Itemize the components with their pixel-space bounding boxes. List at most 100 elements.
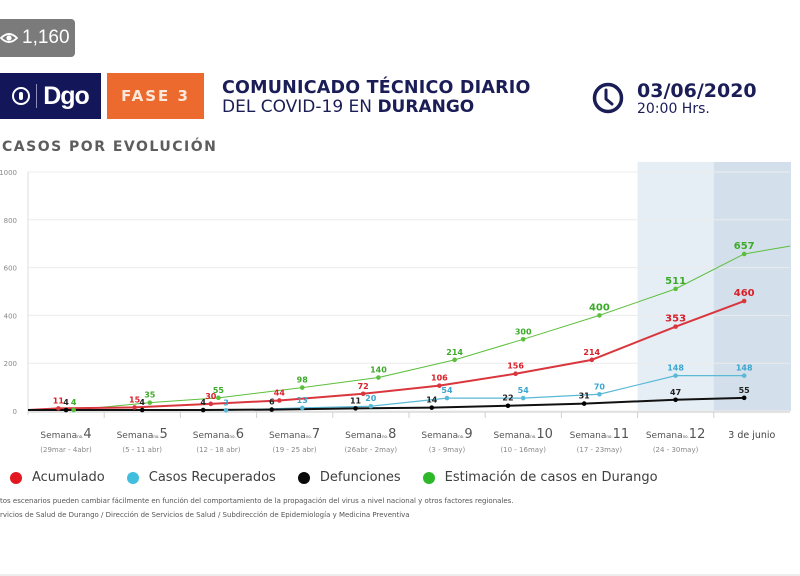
data-point	[299, 385, 305, 390]
data-point	[71, 407, 76, 413]
data-point	[353, 406, 358, 411]
series-line	[27, 375, 745, 411]
legend-swatch-estimacion	[422, 471, 435, 484]
data-label: 353	[665, 314, 686, 325]
data-point	[360, 391, 366, 397]
data-point	[429, 405, 435, 410]
series-line	[27, 300, 745, 411]
x-tick-sublabel: (17 - 23may)	[577, 446, 623, 454]
legend-label: Estimación de casos en Durango	[444, 470, 658, 485]
data-label: 214	[583, 348, 600, 357]
data-label: 460	[734, 288, 755, 299]
data-label: 22	[502, 394, 513, 403]
data-label: 4	[63, 398, 69, 407]
data-label: 31	[579, 392, 591, 401]
data-point	[299, 405, 305, 411]
data-point	[589, 357, 595, 363]
data-point	[505, 403, 511, 409]
durango-logo: Dgo	[0, 73, 101, 119]
y-tick-label: 200	[4, 360, 17, 368]
data-label: 14	[426, 396, 438, 405]
x-tick-sublabel: (10 - 16may)	[500, 446, 546, 454]
seal-icon	[12, 87, 31, 105]
data-point	[208, 401, 214, 407]
data-label: 54	[441, 386, 453, 395]
data-label: 140	[370, 366, 387, 375]
legend-swatch-defunciones	[297, 471, 310, 484]
report-time: 20:00 Hrs.	[637, 101, 710, 117]
x-tick-sublabel: (12 - 18 abr)	[196, 446, 240, 454]
data-point	[597, 313, 602, 318]
data-point	[741, 298, 747, 304]
x-tick-sublabel: (26abr - 2may)	[344, 446, 397, 454]
data-point	[269, 407, 275, 412]
data-label: 400	[589, 302, 610, 313]
x-tick-label: Semanano.8	[345, 427, 396, 442]
views-count: 1,160	[22, 27, 70, 48]
data-label: 156	[507, 362, 524, 371]
data-point	[741, 373, 747, 378]
data-point	[520, 337, 526, 342]
legend-item-defunciones: Defunciones	[297, 470, 401, 485]
legend-item-estimacion: Estimación de casos en Durango	[422, 470, 658, 485]
views-badge: 1,160	[0, 19, 75, 57]
y-tick-label: 1000	[0, 169, 17, 177]
data-label: 47	[670, 388, 681, 397]
y-tick-label: 800	[4, 217, 17, 225]
subtitle-state: DURANGO	[377, 97, 475, 117]
data-label: 11	[350, 396, 362, 405]
data-point	[513, 371, 518, 377]
data-label: 15	[129, 395, 141, 404]
x-tick-label: Semanano.7	[269, 427, 320, 442]
report-subtitle: DEL COVID-19 EN DURANGO	[222, 97, 474, 117]
x-tick-sublabel: (29mar - 4abr)	[40, 446, 92, 454]
report-title: COMUNICADO TÉCNICO DIARIO	[222, 78, 531, 98]
data-label: 148	[736, 364, 753, 373]
x-tick-label: Semanano.9	[421, 427, 472, 442]
data-label: 511	[665, 276, 686, 287]
x-tick-label: Semanano.6	[193, 427, 244, 442]
data-label: 148	[667, 364, 684, 373]
subtitle-prefix: DEL COVID-19 EN	[222, 97, 378, 117]
data-point	[56, 406, 61, 411]
data-point	[597, 391, 602, 397]
highlight-band	[637, 162, 715, 411]
legend-label: Acumulado	[32, 470, 105, 485]
data-label: 4	[71, 398, 77, 407]
x-tick-label: Semanano.12	[646, 427, 706, 442]
data-point	[147, 400, 153, 405]
data-point	[673, 373, 678, 378]
x-tick-label: Semanano.4	[40, 427, 91, 442]
data-label: 11	[53, 396, 65, 405]
legend-swatch-recuperados	[126, 471, 139, 484]
legend-item-acumulado: Acumulado	[10, 470, 105, 485]
data-point	[673, 286, 678, 292]
data-point	[376, 375, 381, 380]
section-title: CASOS POR EVOLUCIÓN	[2, 139, 218, 155]
legend-item-recuperados: Casos Recuperados	[126, 470, 276, 485]
data-label: 30	[205, 392, 217, 401]
data-point	[200, 407, 206, 413]
source-note: rvicios de Salud de Durango / Dirección …	[0, 511, 410, 519]
data-label: 98	[297, 376, 309, 385]
data-point	[520, 395, 526, 401]
data-point	[139, 407, 145, 413]
report-date: 03/06/2020	[637, 80, 757, 102]
data-point	[581, 401, 587, 406]
data-label: 54	[518, 386, 530, 395]
data-label: 44	[274, 388, 286, 397]
legend-label: Defunciones	[319, 470, 401, 485]
data-label: 6	[269, 398, 275, 407]
y-tick-label: 400	[4, 312, 17, 320]
x-tick-label: Semanano.5	[117, 427, 168, 442]
phase-badge: FASE 3	[107, 73, 204, 119]
data-point	[452, 357, 457, 363]
x-tick-label: Semanano.11	[570, 427, 630, 442]
logo-text: Dgo	[43, 81, 90, 110]
data-label: 55	[213, 386, 225, 395]
data-label: 20	[365, 394, 377, 403]
data-point	[63, 407, 69, 413]
data-point	[368, 403, 374, 409]
highlight-band	[713, 162, 791, 411]
